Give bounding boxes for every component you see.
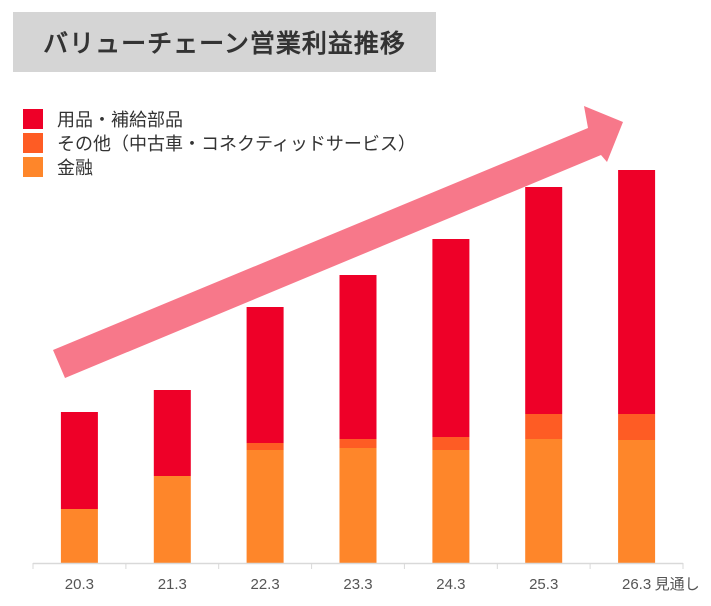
bar-other-26.3 xyxy=(618,414,656,440)
bar-parts-20.3 xyxy=(60,412,98,509)
legend-swatch-parts xyxy=(23,109,43,129)
legend: 用品・補給部品 その他（中古車・コネクティッドサービス） 金融 xyxy=(23,104,416,179)
x-tick-label: 24.3 xyxy=(436,576,465,593)
legend-item-parts: 用品・補給部品 xyxy=(23,104,416,134)
bar-parts-21.3 xyxy=(153,390,191,476)
x-tick-label: 25.3 xyxy=(529,576,558,593)
x-axis: 20.3 21.3 22.3 23.3 24.3 25.3 26.3 見通し xyxy=(32,562,700,593)
legend-label-finance: 金融 xyxy=(57,158,93,179)
x-tick-label: 21.3 xyxy=(158,576,187,593)
bar-finance-20.3 xyxy=(60,509,98,563)
chart-title: バリューチェーン営業利益推移 xyxy=(43,29,406,58)
legend-label-parts: 用品・補給部品 xyxy=(57,110,183,131)
bar-other-25.3 xyxy=(525,414,563,439)
x-tick-label: 26.3 xyxy=(622,576,651,593)
bar-parts-24.3 xyxy=(432,239,470,437)
bar-finance-22.3 xyxy=(246,450,284,563)
trend-arrow xyxy=(53,106,623,378)
x-tick-label: 23.3 xyxy=(343,576,372,593)
bar-other-23.3 xyxy=(339,439,377,448)
legend-item-other: その他（中古車・コネクティッドサービス） xyxy=(23,128,416,158)
legend-item-finance: 金融 xyxy=(23,152,416,182)
bar-finance-21.3 xyxy=(153,476,191,563)
bar-parts-23.3 xyxy=(339,275,377,439)
bar-finance-24.3 xyxy=(432,450,470,563)
legend-swatch-other xyxy=(23,133,43,153)
bar-finance-26.3 xyxy=(618,440,656,563)
x-tick-suffix-forecast: 見通し xyxy=(655,575,700,593)
bar-finance-25.3 xyxy=(525,439,563,563)
bar-parts-22.3 xyxy=(246,307,284,443)
bar-other-24.3 xyxy=(432,437,470,450)
bar-parts-25.3 xyxy=(525,187,563,414)
bar-finance-23.3 xyxy=(339,448,377,563)
x-tick-label: 20.3 xyxy=(65,576,94,593)
bars-group xyxy=(60,170,656,563)
legend-swatch-finance xyxy=(23,157,43,177)
chart-title-box: バリューチェーン営業利益推移 xyxy=(13,12,436,72)
x-tick-label: 22.3 xyxy=(250,576,279,593)
legend-label-other: その他（中古車・コネクティッドサービス） xyxy=(57,134,416,155)
bar-parts-26.3 xyxy=(618,170,656,414)
bar-other-22.3 xyxy=(246,443,284,450)
